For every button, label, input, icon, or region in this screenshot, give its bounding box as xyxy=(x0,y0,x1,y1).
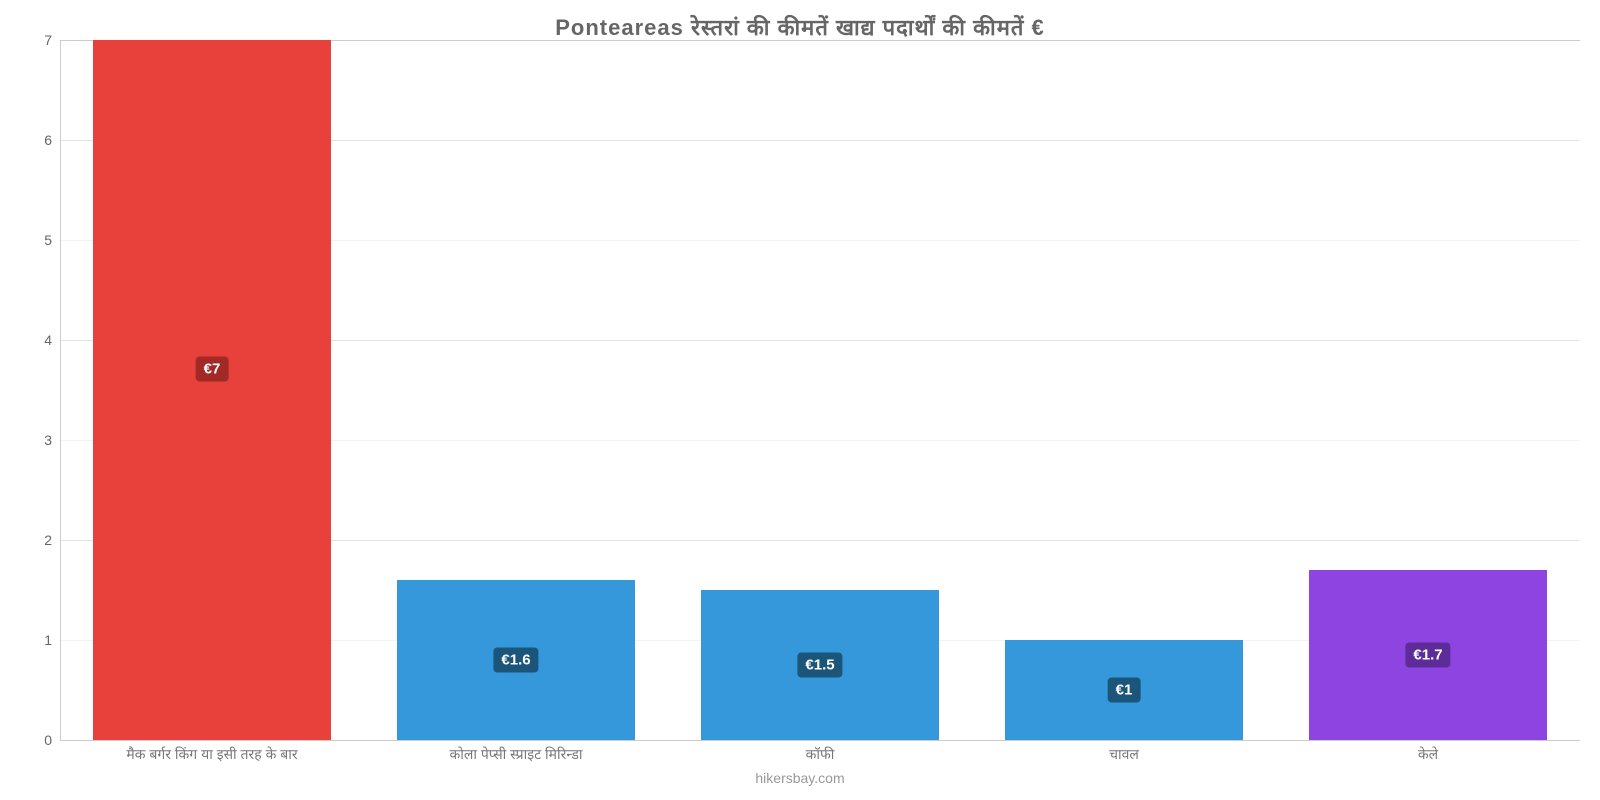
y-tick-label: 7 xyxy=(44,32,52,48)
y-tick-label: 2 xyxy=(44,532,52,548)
bar-value-label: €1.5 xyxy=(797,653,842,678)
y-tick-label: 4 xyxy=(44,332,52,348)
y-tick-label: 3 xyxy=(44,432,52,448)
y-tick-label: 0 xyxy=(44,732,52,748)
x-tick-label: मैक बर्गर किंग या इसी तरह के बार xyxy=(126,745,297,764)
gridline xyxy=(60,740,1580,741)
price-chart: Ponteareas रेस्तरां की कीमतें खाद्य पदार… xyxy=(0,0,1600,800)
x-tick-label: केले xyxy=(1418,745,1438,764)
x-tick-label: चावल xyxy=(1109,745,1139,764)
plot-area: €7 €1.6 €1.5 €1 €1.7 xyxy=(60,40,1580,740)
bar xyxy=(93,40,330,740)
y-axis-line xyxy=(60,40,61,740)
y-tick-label: 1 xyxy=(44,632,52,648)
x-tick-label: कोला पेप्सी स्प्राइट मिरिन्डा xyxy=(449,745,582,764)
chart-footer: hikersbay.com xyxy=(0,770,1600,786)
chart-title: Ponteareas रेस्तरां की कीमतें खाद्य पदार… xyxy=(0,12,1600,42)
x-tick-label: कॉफी xyxy=(806,745,835,764)
bar-value-label: €1.6 xyxy=(493,648,538,673)
bar-value-label: €1.7 xyxy=(1405,643,1450,668)
y-tick-label: 6 xyxy=(44,132,52,148)
bar-value-label: €1 xyxy=(1108,678,1141,703)
y-tick-label: 5 xyxy=(44,232,52,248)
bar-value-label: €7 xyxy=(196,357,229,382)
